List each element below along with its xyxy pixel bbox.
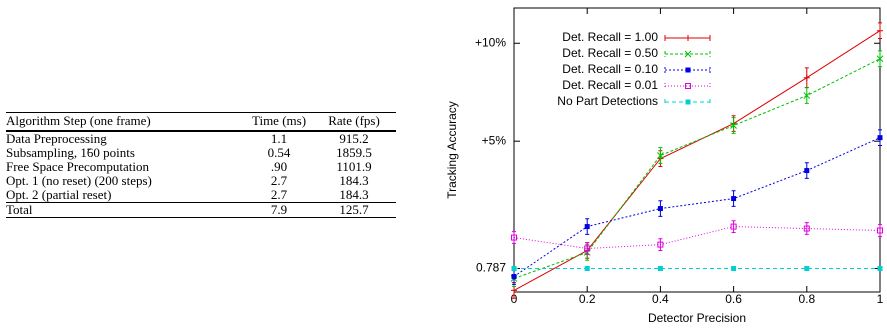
series-line <box>513 226 881 250</box>
error-bar <box>878 224 882 237</box>
marker <box>657 241 664 248</box>
marker <box>685 67 691 73</box>
x-tick-label: 0.8 <box>798 292 815 306</box>
error-bar <box>731 220 736 233</box>
table-row: Opt. 1 (no reset) (200 steps) 2.7 184.3 <box>6 174 396 188</box>
marker <box>877 135 883 141</box>
error-bar <box>512 231 516 244</box>
table-cell: 1.1 <box>270 131 288 146</box>
marker <box>657 152 664 159</box>
table-cell: Subsampling, 1̃60 points <box>6 145 135 160</box>
marker <box>511 287 517 294</box>
header-cell: Time (ms) <box>246 112 318 132</box>
table-cell: 7.9 <box>246 202 318 218</box>
table-cell: Opt. 2 (partial reset) <box>6 187 112 202</box>
table-row: Total 7.9 125.7 <box>6 202 396 218</box>
x-tick-label: 0.6 <box>725 292 742 306</box>
table-row: Opt. 2 (partial reset) 2.7 184.3 <box>6 188 396 203</box>
y-tick-label: +5% <box>482 133 507 147</box>
marker <box>804 265 810 271</box>
x-axis-label: Detector Precision <box>648 311 746 325</box>
marker <box>511 274 517 280</box>
error-bar <box>804 222 809 235</box>
legend-label: Det. Recall = 0.50 <box>562 46 658 60</box>
table-cell: .90 <box>270 159 288 174</box>
marker <box>584 265 590 271</box>
legend-label: Det. Recall = 0.10 <box>562 62 658 76</box>
table-cell: 1101.9 <box>336 159 372 174</box>
header-cell: Rate (fps) <box>318 112 396 132</box>
marker <box>803 92 811 99</box>
marker <box>685 99 691 105</box>
marker <box>685 83 691 89</box>
table-cell: 184.3 <box>339 173 369 188</box>
legend-label: Det. Recall = 1.00 <box>562 30 658 44</box>
legend-line <box>664 83 711 89</box>
table-cell: Total <box>6 202 246 218</box>
table-row: Free Space Precomputation .90 1101.9 <box>6 160 396 174</box>
x-tick-label: 0 <box>511 292 518 306</box>
marker <box>685 35 691 41</box>
marker <box>876 55 884 63</box>
marker <box>657 206 663 212</box>
legend-label: No Part Detections <box>557 94 658 108</box>
x-tick-label: 0.4 <box>652 292 669 306</box>
table-cell: 0.54 <box>267 145 291 160</box>
error-bar <box>585 242 590 255</box>
x-tick-label: 1 <box>877 292 884 306</box>
table-cell: 184.3 <box>339 187 369 202</box>
error-bar <box>658 238 663 251</box>
table-cell: Data Preprocessing <box>6 131 107 146</box>
table-cell: 2.7 <box>270 187 288 202</box>
table-row: Data Preprocessing 1.1 915.2 <box>6 131 396 146</box>
marker <box>584 224 590 230</box>
marker <box>804 168 810 174</box>
plot-frame <box>513 7 881 293</box>
y-axis-label: Tracking Accuracy <box>445 101 459 199</box>
series-line <box>513 58 881 279</box>
marker <box>684 50 692 58</box>
header-row: Algorithm Step (one frame) Time (ms) Rate … <box>6 112 396 132</box>
marker <box>511 265 517 271</box>
marker <box>584 245 591 252</box>
marker <box>730 223 737 230</box>
series-line <box>513 30 881 291</box>
table-cell: 125.7 <box>318 202 396 218</box>
legend-line <box>664 67 711 73</box>
table-cell: 915.2 <box>339 131 369 146</box>
timing-table: Algorithm Step (one frame) Time (ms) Rate … <box>6 112 396 218</box>
marker <box>511 234 517 241</box>
header-cell: Algorithm Step (one frame) <box>6 112 246 132</box>
marker <box>803 74 810 81</box>
marker <box>877 27 883 34</box>
marker <box>877 227 883 234</box>
marker <box>657 265 663 271</box>
y-tick-label: +10% <box>475 35 506 49</box>
marker <box>731 265 737 271</box>
marker <box>877 265 883 271</box>
x-tick-label: 0.2 <box>579 292 596 306</box>
table-cell: Free Space Precomputation <box>6 159 149 174</box>
marker <box>730 122 737 129</box>
table-row: Subsampling, 1̃60 points 0.54 1859.5 <box>6 146 396 160</box>
y-tick-label: 0.787 <box>476 261 506 275</box>
marker <box>731 196 737 202</box>
series-line <box>513 137 881 277</box>
table-cell: 1859.5 <box>336 145 372 160</box>
table-cell: 2.7 <box>270 173 288 188</box>
table-cell: Opt. 1 (no reset) (200 steps) <box>6 173 152 188</box>
marker <box>803 225 810 232</box>
legend-label: Det. Recall = 0.01 <box>562 78 658 92</box>
